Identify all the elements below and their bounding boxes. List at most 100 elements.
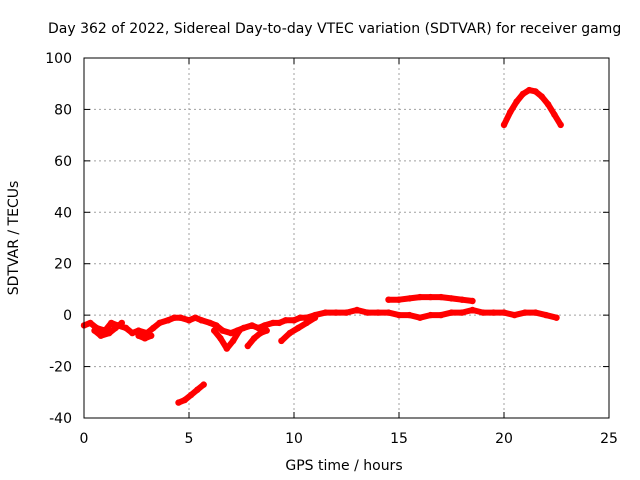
chart-title: Day 362 of 2022, Sidereal Day-to-day VTE… (48, 21, 621, 37)
data-point (469, 306, 476, 314)
data-point (194, 386, 201, 393)
data-point (311, 314, 319, 321)
data-point (322, 309, 329, 316)
data-point (385, 296, 392, 303)
data-point (519, 90, 527, 98)
y-tick-label: -20 (49, 360, 72, 376)
data-point (187, 391, 195, 399)
x-tick-label: 15 (390, 431, 408, 447)
y-tick-label: 60 (54, 154, 72, 170)
data-point (106, 329, 113, 337)
data-point (416, 314, 424, 321)
data-point (500, 121, 508, 129)
data-point (118, 319, 126, 327)
data-point (257, 329, 264, 337)
data-point (406, 295, 413, 302)
data-point (395, 296, 403, 303)
data-point (108, 319, 115, 327)
y-tick-label: 80 (54, 102, 72, 118)
data-point (507, 108, 514, 116)
x-tick-label: 20 (495, 431, 513, 447)
data-point (206, 319, 214, 327)
series-arc-segment (501, 87, 564, 128)
data-point (448, 309, 455, 316)
series-lower-dip-3 (244, 327, 270, 349)
data-point (353, 306, 361, 314)
data-point (458, 309, 466, 316)
data-point (538, 93, 545, 100)
y-tick-label: -40 (49, 411, 72, 427)
data-point (255, 324, 262, 332)
data-point (553, 314, 560, 321)
series-layer (80, 86, 564, 406)
grid-layer (84, 58, 609, 418)
data-point (177, 314, 184, 321)
data-point (526, 86, 533, 94)
data-point (332, 309, 340, 316)
data-point (156, 319, 163, 327)
data-point (250, 335, 258, 342)
data-point (91, 327, 98, 334)
x-tick-label: 25 (600, 431, 618, 447)
data-point (513, 98, 520, 105)
data-point (135, 327, 142, 334)
data-point (437, 293, 445, 301)
data-point (198, 317, 205, 324)
data-point (141, 335, 149, 342)
tick-label-layer: 0 5 10 15 20 25 -40 -20 0 20 40 60 80 100 (45, 51, 618, 447)
data-point (87, 319, 94, 327)
data-point (213, 322, 220, 329)
data-point (427, 293, 434, 301)
data-point (479, 309, 487, 316)
data-point (175, 399, 182, 406)
data-point (395, 311, 403, 319)
data-point (532, 88, 539, 95)
data-point (211, 327, 218, 334)
data-point (227, 329, 235, 337)
data-point (406, 311, 413, 319)
y-tick-label: 100 (45, 51, 72, 67)
data-point (416, 293, 424, 301)
data-point (542, 311, 550, 319)
data-point (557, 121, 564, 129)
y-axis-label: SDTVAR / TECUs (6, 181, 22, 296)
data-point (164, 317, 172, 324)
data-point (278, 337, 285, 345)
data-point (500, 309, 508, 316)
data-point (458, 296, 466, 303)
data-point (385, 309, 392, 316)
data-point (286, 329, 293, 337)
data-point (148, 332, 155, 339)
data-point (171, 314, 178, 321)
y-tick-label: 20 (54, 257, 72, 273)
data-point (343, 309, 350, 316)
data-point (261, 322, 268, 329)
x-axis-label: GPS time / hours (285, 458, 402, 474)
plot-frame (83, 57, 610, 419)
data-point (236, 327, 243, 334)
data-point (244, 342, 251, 350)
data-point (269, 319, 277, 327)
data-point (469, 297, 476, 305)
data-point (185, 317, 193, 324)
data-point (112, 324, 119, 332)
data-point (223, 345, 230, 352)
data-point (248, 322, 256, 329)
data-point (276, 319, 283, 327)
data-point (297, 314, 304, 321)
data-point (490, 309, 497, 316)
tick-layer (83, 57, 610, 419)
data-point (437, 311, 445, 319)
data-point (521, 309, 529, 316)
data-point (135, 332, 142, 339)
data-point (374, 309, 382, 316)
data-point (290, 317, 298, 324)
data-point (200, 381, 207, 388)
x-tick-label: 5 (185, 431, 194, 447)
data-point (427, 311, 434, 319)
data-point (551, 111, 558, 118)
data-point (129, 329, 136, 337)
